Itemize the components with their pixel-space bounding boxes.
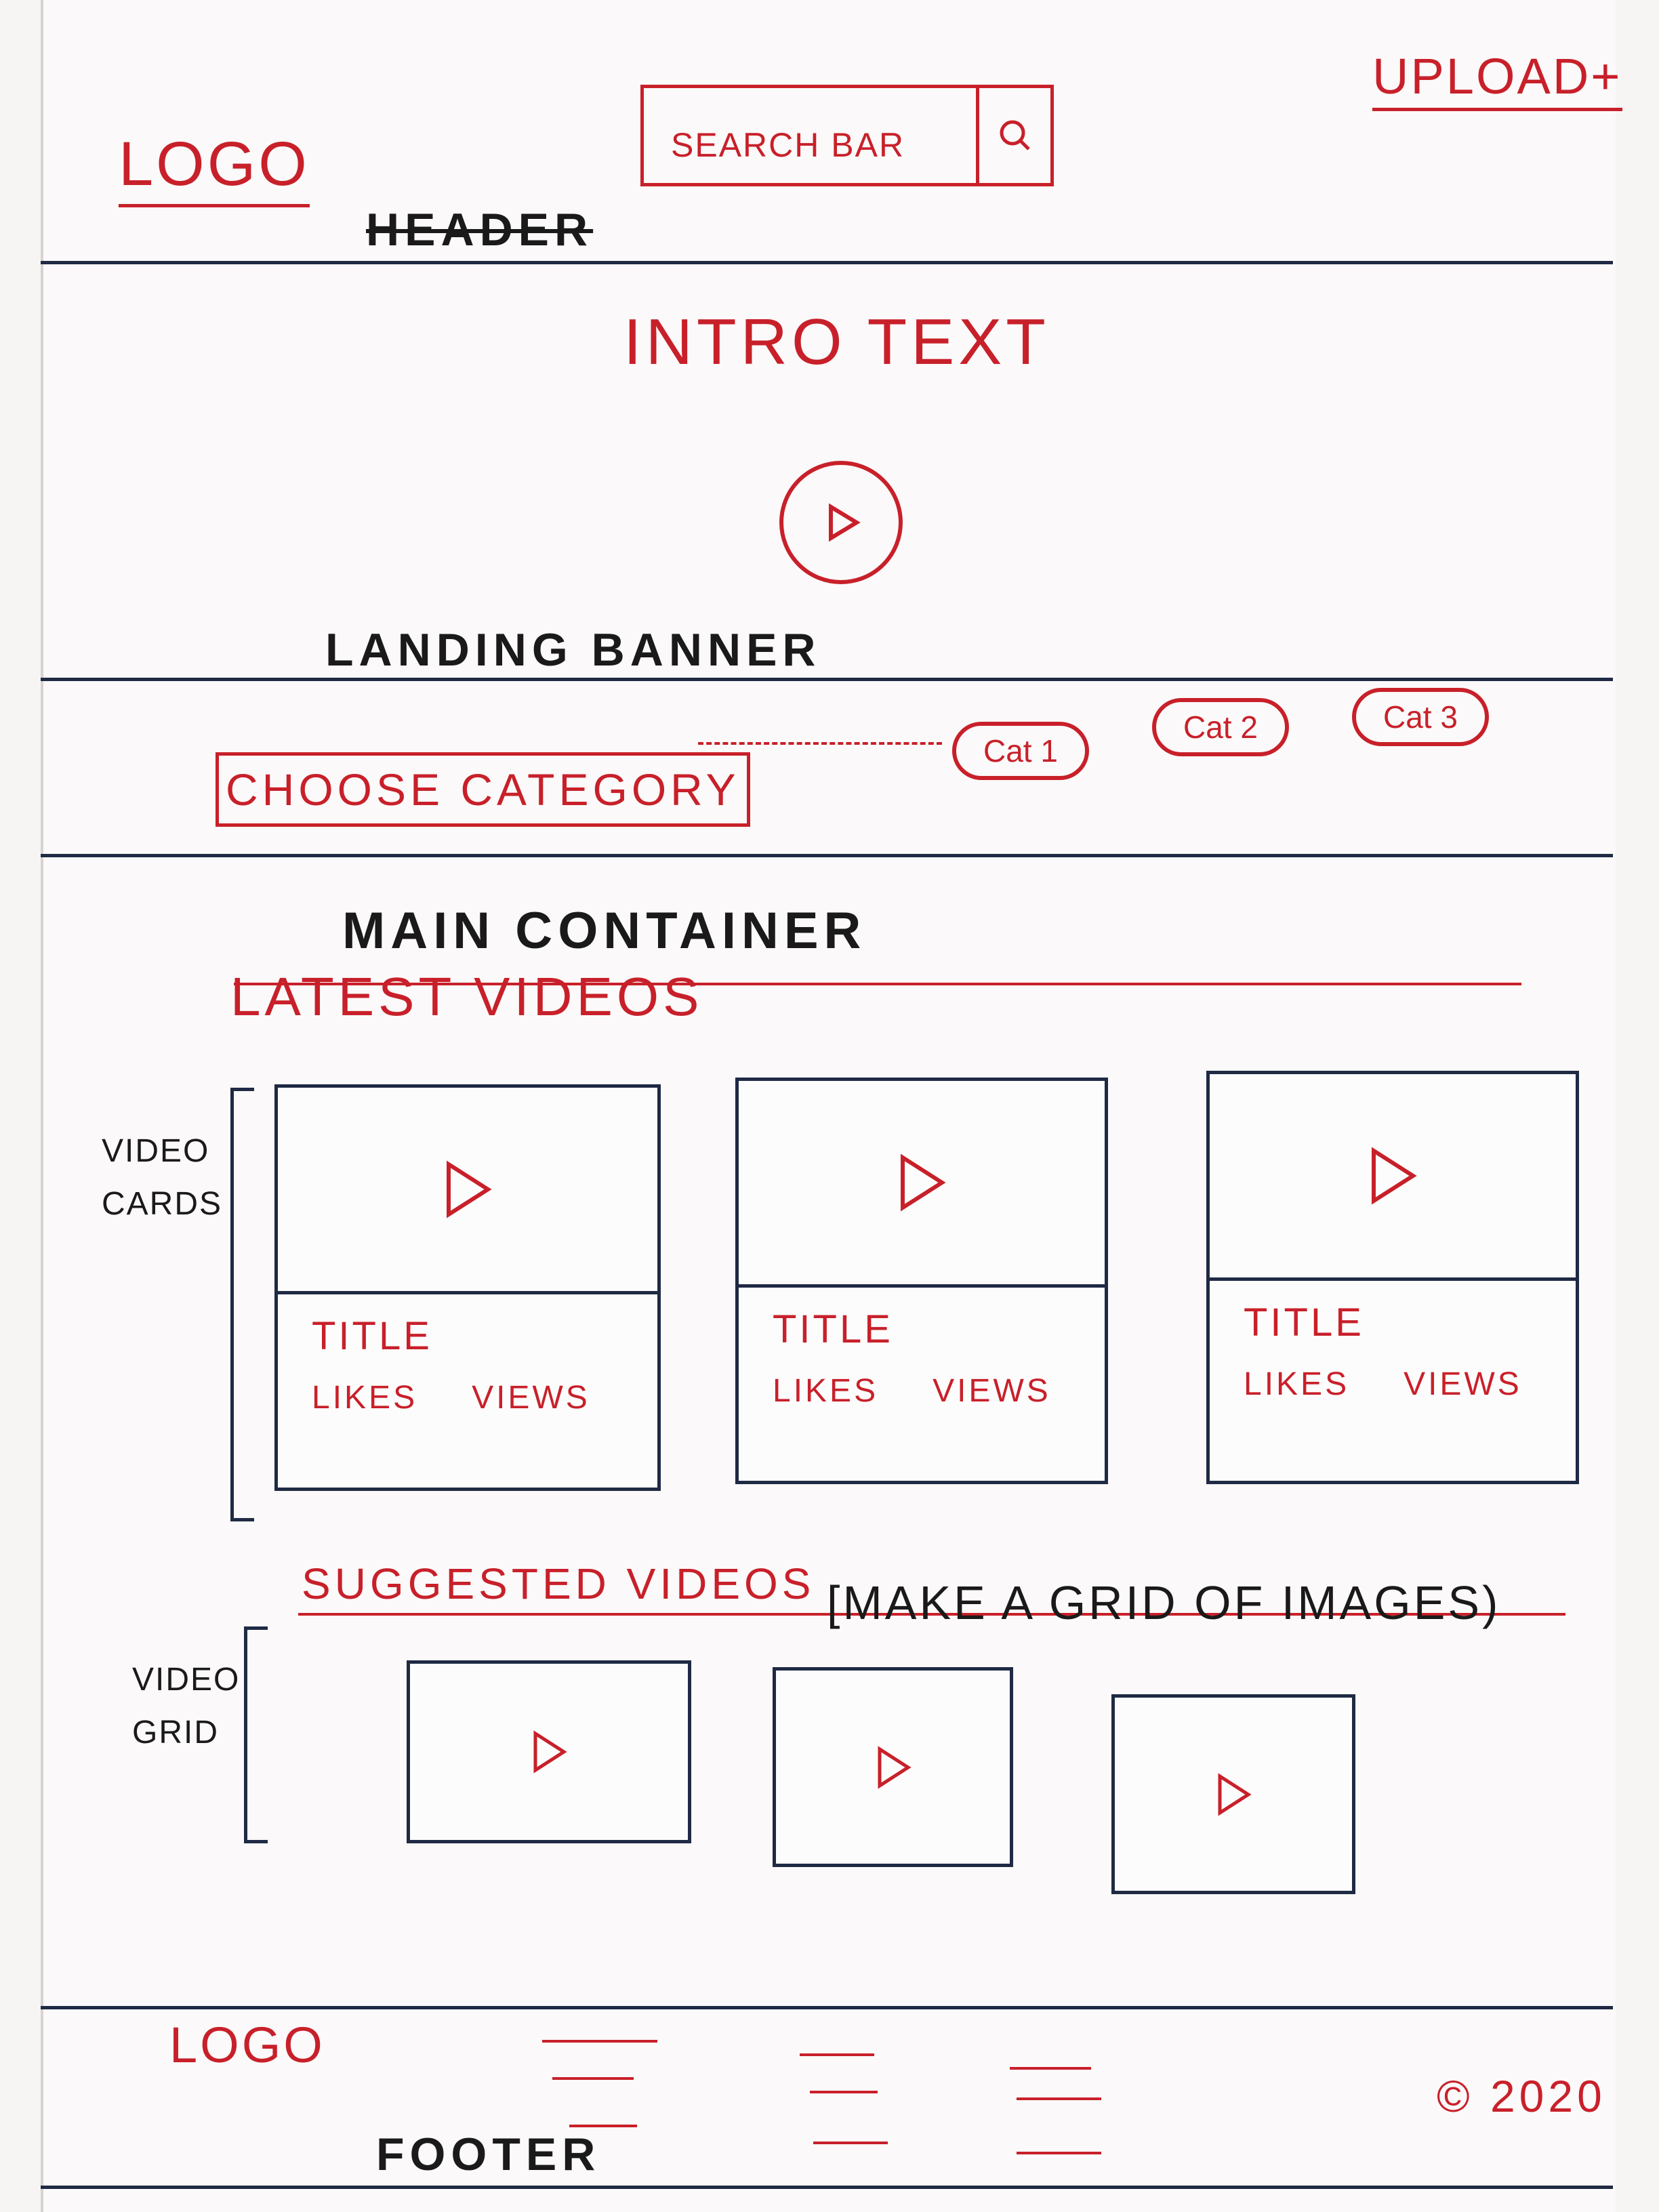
play-icon	[533, 1730, 567, 1774]
latest-videos-underline	[234, 983, 1521, 985]
category-divider	[41, 854, 1613, 857]
choose-category-label: CHOOSE CATEGORY	[216, 752, 750, 827]
video-stats: LIKES VIEWS	[1210, 1345, 1576, 1403]
video-likes: LIKES	[312, 1380, 418, 1416]
latest-videos-heading: LATEST VIDEOS	[230, 966, 703, 1027]
footer-link-placeholder[interactable]	[569, 2125, 637, 2127]
intro-text: INTRO TEXT	[623, 306, 1050, 378]
footer-link-placeholder[interactable]	[1017, 2152, 1101, 2154]
video-views: VIEWS	[1404, 1366, 1522, 1402]
video-card[interactable]: TITLE LIKES VIEWS	[1206, 1071, 1579, 1484]
category-pill-3[interactable]: Cat 3	[1352, 688, 1489, 746]
video-grid-label: VIDEO GRID	[132, 1654, 240, 1759]
grid-video-tile[interactable]	[1111, 1694, 1355, 1894]
category-pill-1[interactable]: Cat 1	[952, 722, 1089, 780]
footer-link-placeholder[interactable]	[1010, 2067, 1091, 2070]
video-cards-label: VIDEO CARDS	[102, 1125, 222, 1231]
video-thumbnail[interactable]	[739, 1081, 1105, 1288]
banner-section-label: LANDING BANNER	[325, 624, 821, 676]
video-grid-label-line1: VIDEO	[132, 1662, 241, 1698]
video-stats: LIKES VIEWS	[739, 1352, 1105, 1410]
video-title[interactable]: TITLE	[773, 1307, 893, 1351]
video-thumbnail[interactable]	[1210, 1074, 1576, 1281]
footer-section-label: FOOTER	[376, 2129, 601, 2180]
video-likes: LIKES	[773, 1373, 879, 1409]
video-title[interactable]: TITLE	[312, 1314, 432, 1358]
footer-top-divider	[41, 2006, 1613, 2009]
search-bar[interactable]: SEARCH BAR	[640, 85, 1054, 186]
footer-logo[interactable]: LOGO	[169, 2017, 325, 2073]
video-card[interactable]: TITLE LIKES VIEWS	[735, 1078, 1108, 1484]
footer-link-placeholder[interactable]	[542, 2040, 657, 2043]
video-grid-bracket	[244, 1626, 268, 1843]
category-pill-2[interactable]: Cat 2	[1152, 698, 1289, 756]
footer-link-placeholder[interactable]	[1017, 2097, 1101, 2100]
footer-bottom-divider	[41, 2186, 1613, 2189]
copyright-text: © 2020	[1437, 2071, 1606, 2121]
search-button[interactable]	[976, 88, 1050, 183]
header-divider	[41, 261, 1613, 264]
play-icon	[447, 1160, 492, 1218]
video-cards-label-line1: VIDEO	[102, 1133, 210, 1169]
video-grid-label-line2: GRID	[132, 1715, 219, 1750]
play-icon	[878, 1745, 912, 1789]
footer-link-placeholder[interactable]	[552, 2077, 634, 2080]
video-cards-label-line2: CARDS	[102, 1186, 223, 1222]
search-icon	[1000, 120, 1030, 150]
grid-video-tile[interactable]	[407, 1660, 691, 1843]
upload-button[interactable]: UPLOAD+	[1372, 47, 1622, 111]
video-stats: LIKES VIEWS	[278, 1359, 657, 1416]
play-icon	[829, 503, 861, 542]
video-thumbnail[interactable]	[278, 1088, 657, 1294]
footer-link-placeholder[interactable]	[813, 2142, 888, 2144]
header-logo[interactable]: LOGO	[119, 129, 310, 207]
grid-note-annotation: [MAKE A GRID OF IMAGES)	[827, 1576, 1501, 1629]
banner-divider	[41, 678, 1613, 681]
video-title[interactable]: TITLE	[1244, 1300, 1364, 1345]
play-icon	[901, 1153, 946, 1212]
grid-video-tile[interactable]	[773, 1667, 1013, 1867]
banner-play-button[interactable]	[779, 461, 903, 584]
category-connector-line	[698, 742, 942, 745]
play-icon	[1218, 1772, 1252, 1816]
video-cards-bracket	[230, 1088, 254, 1521]
header-section-label: HEADER	[366, 204, 594, 255]
play-icon	[1372, 1147, 1417, 1205]
video-card[interactable]: TITLE LIKES VIEWS	[274, 1084, 661, 1491]
footer-link-placeholder[interactable]	[800, 2053, 874, 2056]
main-section-label: MAIN CONTAINER	[342, 902, 867, 960]
video-views: VIEWS	[933, 1373, 1051, 1409]
video-likes: LIKES	[1244, 1366, 1350, 1402]
suggested-videos-underline	[298, 1613, 1565, 1616]
search-input[interactable]: SEARCH BAR	[671, 126, 905, 164]
footer-link-placeholder[interactable]	[810, 2091, 878, 2093]
suggested-videos-heading: SUGGESTED VIDEOS	[302, 1559, 815, 1608]
video-views: VIEWS	[472, 1380, 590, 1416]
